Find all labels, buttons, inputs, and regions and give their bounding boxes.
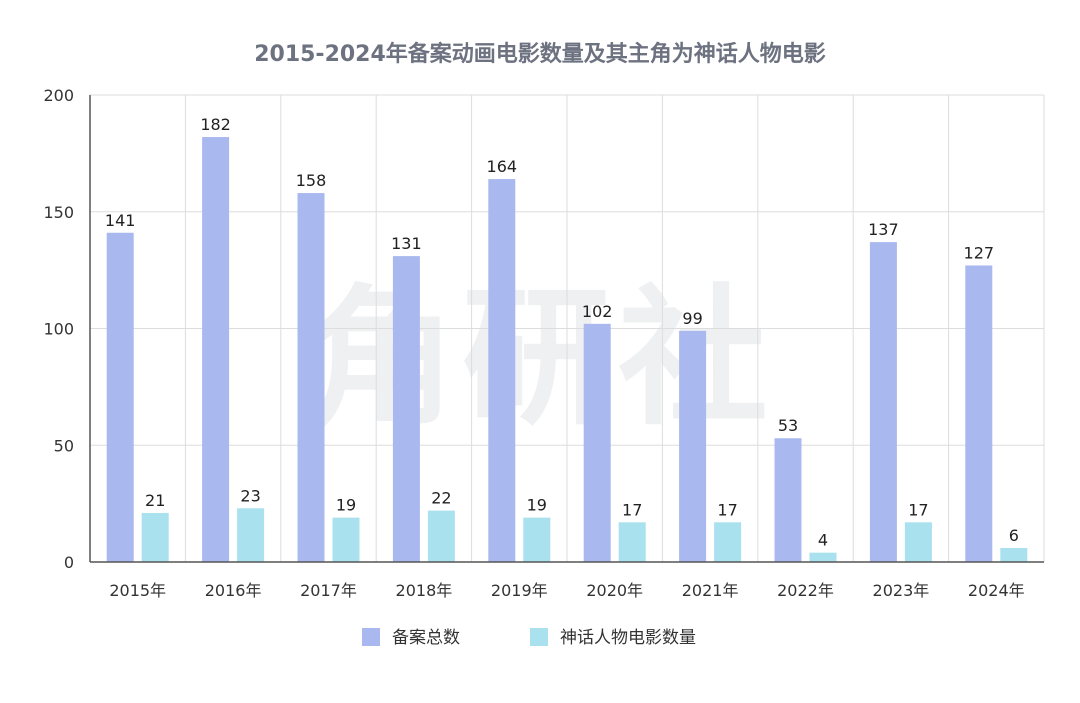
data-label-total: 182 <box>200 115 231 134</box>
data-label-total: 131 <box>391 234 422 253</box>
data-label-myth: 19 <box>527 496 547 515</box>
data-label-total: 137 <box>868 220 899 239</box>
bar-total <box>965 265 993 562</box>
bar-myth <box>427 510 455 562</box>
data-label-total: 141 <box>105 211 136 230</box>
data-label-total: 127 <box>964 243 995 262</box>
legend-label-total: 备案总数 <box>392 628 460 648</box>
x-tick-label: 2023年 <box>873 581 930 600</box>
bar-total <box>106 232 134 562</box>
axes: 0 50 100 150 200 2015年 2016年 2017年 2018年 2019年 202… <box>43 86 1044 600</box>
x-tick-label: 2024年 <box>968 581 1025 600</box>
grid-lines <box>89 94 1045 562</box>
bar-myth <box>332 517 360 562</box>
bar-total <box>202 137 230 562</box>
bar-total <box>774 438 802 562</box>
y-tick-label: 200 <box>43 86 74 105</box>
data-label-myth: 22 <box>431 489 451 508</box>
bar-myth <box>904 522 932 562</box>
legend: 备案总数 神话人物电影数量 <box>362 628 696 648</box>
bar-total <box>392 256 420 562</box>
data-label-myth: 19 <box>336 496 356 515</box>
bar-myth <box>714 522 742 562</box>
y-tick-label: 100 <box>43 320 74 339</box>
data-label-myth: 17 <box>717 500 737 519</box>
bar-myth <box>237 508 265 562</box>
x-tick-label: 2022年 <box>777 581 834 600</box>
data-label-myth: 17 <box>622 500 642 519</box>
data-label-total: 99 <box>682 309 702 328</box>
bar-myth <box>523 517 551 562</box>
bars <box>106 137 1028 563</box>
x-tick-label: 2021年 <box>682 581 739 600</box>
data-label-total: 158 <box>296 171 327 190</box>
x-tick-label: 2015年 <box>109 581 166 600</box>
data-label-myth: 23 <box>240 486 260 505</box>
legend-swatch-total <box>362 628 380 646</box>
bar-total <box>297 193 325 562</box>
bar-myth <box>809 552 837 562</box>
bar-total <box>583 323 611 562</box>
data-label-total: 164 <box>487 157 518 176</box>
legend-swatch-myth <box>530 628 548 646</box>
bar-total <box>679 330 707 562</box>
y-tick-label: 0 <box>64 553 74 572</box>
data-label-myth: 21 <box>145 491 165 510</box>
y-tick-label: 50 <box>54 436 74 455</box>
chart-title: 2015-2024年备案动画电影数量及其主角为神话人物电影 <box>254 42 826 67</box>
x-tick-label: 2017年 <box>300 581 357 600</box>
data-label-total: 53 <box>778 416 798 435</box>
data-label-myth: 6 <box>1009 526 1019 545</box>
data-labels: 141 21 182 23 158 19 131 22 164 19 102 17 99 17 53 4 137… <box>105 115 1019 550</box>
data-label-myth: 4 <box>818 531 828 550</box>
x-tick-label: 2018年 <box>396 581 453 600</box>
bar-myth <box>1000 547 1028 562</box>
x-tick-label: 2016年 <box>205 581 262 600</box>
data-label-myth: 17 <box>908 500 928 519</box>
bar-total <box>488 179 516 562</box>
x-tick-label: 2019年 <box>491 581 548 600</box>
data-label-total: 102 <box>582 302 613 321</box>
x-tick-label: 2020年 <box>586 581 643 600</box>
y-tick-label: 150 <box>43 203 74 222</box>
legend-label-myth: 神话人物电影数量 <box>560 628 696 648</box>
bar-myth <box>618 522 646 562</box>
bar-total <box>869 242 897 563</box>
bar-myth <box>141 512 169 562</box>
